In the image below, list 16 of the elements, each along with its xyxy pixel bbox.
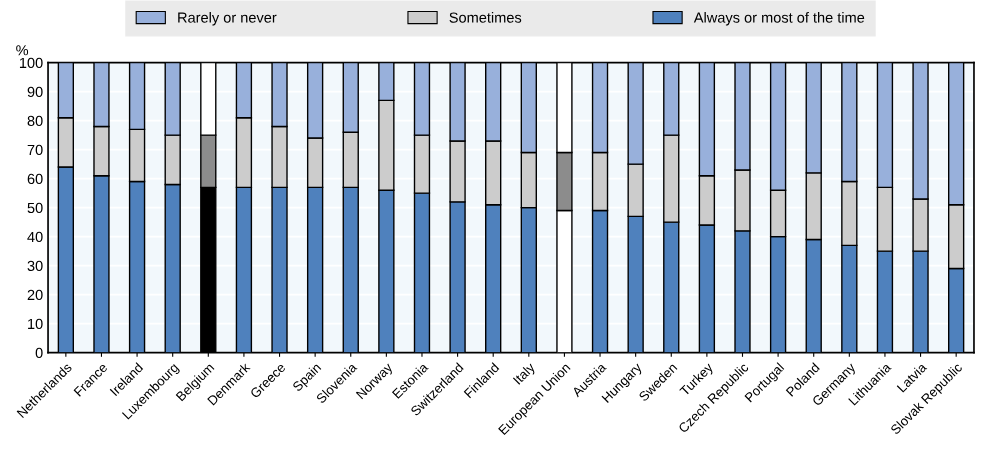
legend-label: Sometimes	[449, 12, 522, 23]
y-tick-label: 100	[19, 57, 43, 69]
y-tick-label: 90	[27, 86, 43, 98]
y-tick-label: 0	[35, 347, 43, 359]
y-tick-label: 40	[27, 231, 43, 243]
y-tick-label: 30	[27, 260, 43, 272]
y-tick-label: 60	[27, 173, 43, 185]
x-tick-label: Italy	[512, 361, 538, 387]
y-tick-label: 80	[27, 115, 43, 127]
y-tick-label: 10	[28, 318, 43, 330]
y-tick-label: 50	[27, 202, 43, 214]
legend-label: Rarely or never	[178, 12, 277, 26]
legend-label: Always or most of the time	[693, 12, 865, 26]
y-tick-label: 20	[27, 289, 43, 301]
y-axis-title: %	[16, 45, 29, 56]
y-tick-label: 70	[27, 144, 43, 156]
